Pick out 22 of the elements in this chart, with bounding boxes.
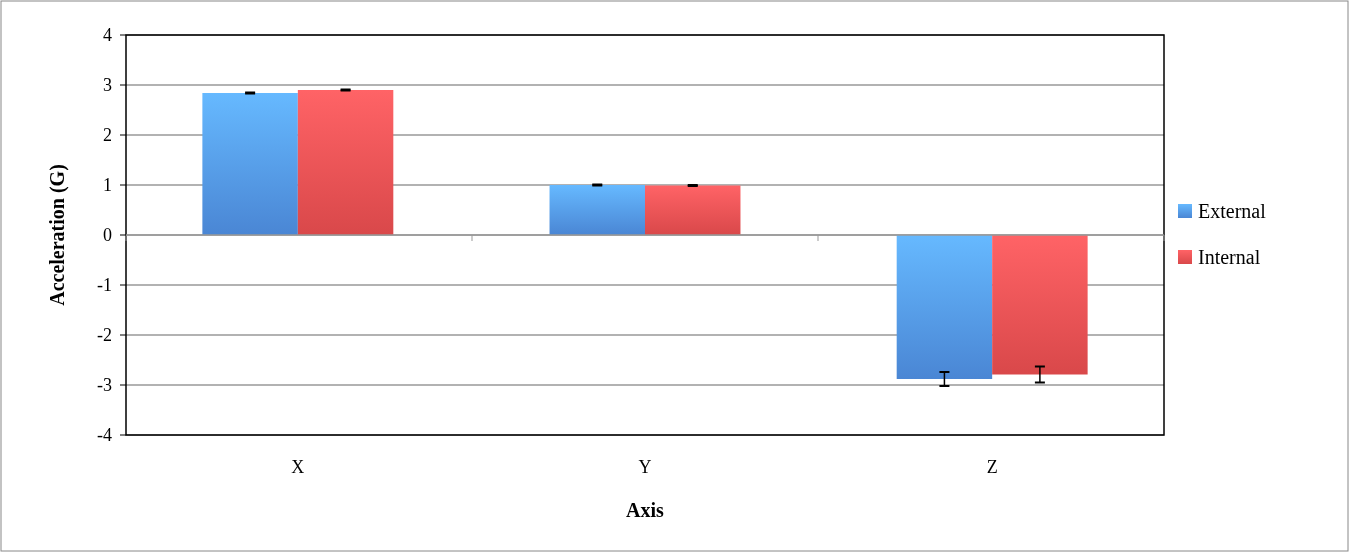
x-tick-label: Z xyxy=(986,457,998,477)
y-tick-label: -2 xyxy=(97,325,112,346)
y-tick-label: -3 xyxy=(97,375,112,396)
y-tick-label: -4 xyxy=(97,425,112,446)
y-tick-label: 4 xyxy=(103,25,112,46)
x-tick-label: X xyxy=(291,457,305,477)
y-tick-label: 1 xyxy=(103,175,112,196)
y-tick-label: 2 xyxy=(103,125,112,146)
bar xyxy=(202,93,298,235)
y-tick-label: 3 xyxy=(103,75,112,96)
legend-label: Internal xyxy=(1198,246,1261,268)
legend-label: External xyxy=(1198,200,1267,222)
bar xyxy=(549,185,645,235)
y-axis-title: Acceleration (G) xyxy=(46,164,69,306)
x-axis-title: Axis xyxy=(626,499,665,521)
bar xyxy=(992,235,1088,375)
bar xyxy=(645,185,741,235)
bar xyxy=(896,235,993,379)
x-tick-label: Y xyxy=(638,457,652,477)
bar xyxy=(297,90,394,235)
y-tick-label: 0 xyxy=(103,225,112,246)
y-tick-label: -1 xyxy=(97,275,112,296)
